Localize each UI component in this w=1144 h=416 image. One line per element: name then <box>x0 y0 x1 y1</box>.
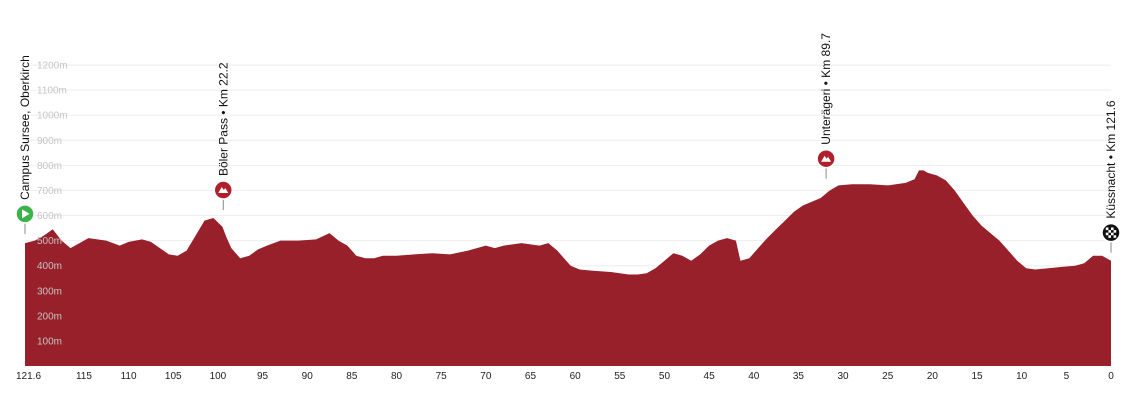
route-marker-finish: Küssnacht • Km 121.6 <box>1101 100 1121 253</box>
y-tick-label: 500m <box>37 236 62 247</box>
x-tick-label: 121.6 <box>16 371 41 382</box>
y-tick-label: 600m <box>37 211 62 222</box>
y-tick-label: 1100m <box>37 86 67 97</box>
mountain-glyph <box>218 187 229 194</box>
x-tick-label: 95 <box>257 371 269 382</box>
x-tick-label: 55 <box>614 371 626 382</box>
x-tick-label: 105 <box>165 371 182 382</box>
y-tick-label: 700m <box>37 186 62 197</box>
x-tick-label: 100 <box>210 371 227 382</box>
x-tick-label: 50 <box>659 371 671 382</box>
checker-square <box>1108 230 1111 233</box>
y-tick-label: 900m <box>37 136 62 147</box>
elevation-series-area <box>25 170 1111 366</box>
y-axis: 100m 200m 300m 400m 500m 600m 700m 800m 900m 1000… <box>37 61 68 348</box>
x-tick-label: 45 <box>704 371 716 382</box>
x-tick-label: 20 <box>927 371 939 382</box>
x-tick-label: 110 <box>121 371 137 382</box>
y-tick-label: 300m <box>37 286 62 297</box>
x-tick-label: 35 <box>793 371 805 382</box>
mountain-glyph <box>821 155 832 162</box>
marker-label: Böler Pass • Km 22.2 <box>216 62 230 176</box>
checker-square <box>1105 227 1109 231</box>
x-tick-label: 85 <box>346 371 358 382</box>
route-marker-start: Campus Sursee, Oberkirch <box>15 55 35 234</box>
x-tick-label: 70 <box>480 371 492 382</box>
elevation-area <box>25 170 1111 366</box>
x-tick-label: 5 <box>1064 371 1070 382</box>
x-tick-label: 115 <box>76 371 92 382</box>
checker-square <box>1111 232 1114 236</box>
marker-label: Unterägeri • Km 89.7 <box>819 33 833 145</box>
y-tick-label: 400m <box>37 261 62 272</box>
y-tick-label: 800m <box>37 161 62 172</box>
checker-square <box>1113 230 1117 233</box>
x-tick-label: 30 <box>838 371 850 382</box>
x-tick-label: 60 <box>570 371 582 382</box>
y-tick-label: 1000m <box>37 111 68 122</box>
route-markers: Campus Sursee, Oberkirch Böler Pass • Km … <box>15 33 1121 253</box>
route-marker-climb: Böler Pass • Km 22.2 <box>213 62 234 211</box>
y-tick-label: 1200m <box>37 61 68 72</box>
x-tick-label: 80 <box>391 371 403 382</box>
y-tick-label: 100m <box>37 336 62 347</box>
checker-square <box>1113 235 1117 238</box>
x-tick-label: 75 <box>436 371 448 382</box>
x-tick-label: 25 <box>882 371 894 382</box>
x-tick-label: 90 <box>302 371 314 382</box>
x-tick-label: 40 <box>748 371 760 382</box>
x-tick-label: 65 <box>525 371 537 382</box>
route-marker-climb: Unterägeri • Km 89.7 <box>816 33 836 179</box>
x-tick-label: 0 <box>1108 371 1114 382</box>
x-tick-label: 10 <box>1016 371 1028 382</box>
checker-square <box>1108 235 1111 238</box>
x-axis: 121.6 115 110 105 100 95 90 85 80 75 70 65 60 55 50 45 4… <box>16 371 1114 382</box>
play-triangle <box>22 209 30 219</box>
checker-square <box>1105 232 1109 236</box>
marker-label: Campus Sursee, Oberkirch <box>18 55 32 200</box>
checker-square <box>1111 227 1114 231</box>
x-tick-label: 15 <box>971 371 983 382</box>
y-tick-label: 200m <box>37 311 62 322</box>
marker-label: Küssnacht • Km 121.6 <box>1104 100 1118 219</box>
